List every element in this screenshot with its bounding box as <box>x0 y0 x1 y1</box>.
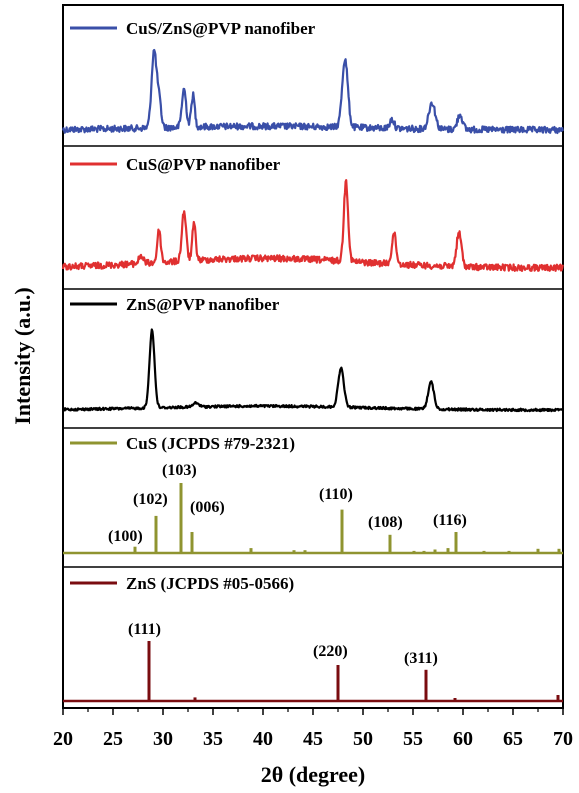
panel-label-cuszns: CuS/ZnS@PVP nanofiber <box>70 19 316 38</box>
panel-label-text: CuS/ZnS@PVP nanofiber <box>126 19 316 38</box>
panel-label-zns-ref: ZnS (JCPDS #05-0566) <box>70 574 294 593</box>
peak-label-116: (116) <box>433 512 467 529</box>
x-axis-title: 2θ (degree) <box>261 762 366 787</box>
x-tick-label: 20 <box>53 728 73 750</box>
series-line-1 <box>61 179 564 272</box>
peak-label-220: (220) <box>313 643 348 660</box>
panel-label-text: CuS@PVP nanofiber <box>126 155 281 174</box>
x-tick-label: 60 <box>453 728 473 750</box>
x-tick-label: 70 <box>553 728 573 750</box>
x-tick-label: 50 <box>353 728 373 750</box>
peak-label-102: (102) <box>133 491 168 508</box>
panel-label-zns: ZnS@PVP nanofiber <box>70 295 280 314</box>
peak-label-006: (006) <box>190 499 225 516</box>
series-layer <box>61 48 564 703</box>
peak-label-108: (108) <box>368 514 403 531</box>
y-axis-title: Intensity (a.u.) <box>10 287 35 425</box>
panel-label-cus: CuS@PVP nanofiber <box>70 155 281 174</box>
x-tick-label: 40 <box>253 728 273 750</box>
peak-label-311: (311) <box>404 650 438 667</box>
panel-label-text: ZnS (JCPDS #05-0566) <box>126 574 294 593</box>
panel-label-cus-ref: CuS (JCPDS #79-2321) <box>70 434 295 453</box>
panel-label-text: ZnS@PVP nanofiber <box>126 295 280 314</box>
peak-label-103: (103) <box>162 462 197 479</box>
peak-label-100: (100) <box>108 528 143 545</box>
plot-frame <box>62 4 564 709</box>
series-line-2 <box>62 328 564 413</box>
x-tick-label: 65 <box>503 728 523 750</box>
peak-label-110: (110) <box>319 486 353 503</box>
x-tick-label: 35 <box>203 728 223 750</box>
x-axis: 20 25 30 35 40 45 50 55 60 65 70 <box>53 708 573 750</box>
x-tick-label: 55 <box>403 728 423 750</box>
x-tick-label: 30 <box>153 728 173 750</box>
x-tick-label: 45 <box>303 728 323 750</box>
series-line-0 <box>61 48 564 135</box>
peak-label-111: (111) <box>128 621 161 638</box>
panel-label-text: CuS (JCPDS #79-2321) <box>126 434 295 453</box>
x-tick-label: 25 <box>103 728 123 750</box>
